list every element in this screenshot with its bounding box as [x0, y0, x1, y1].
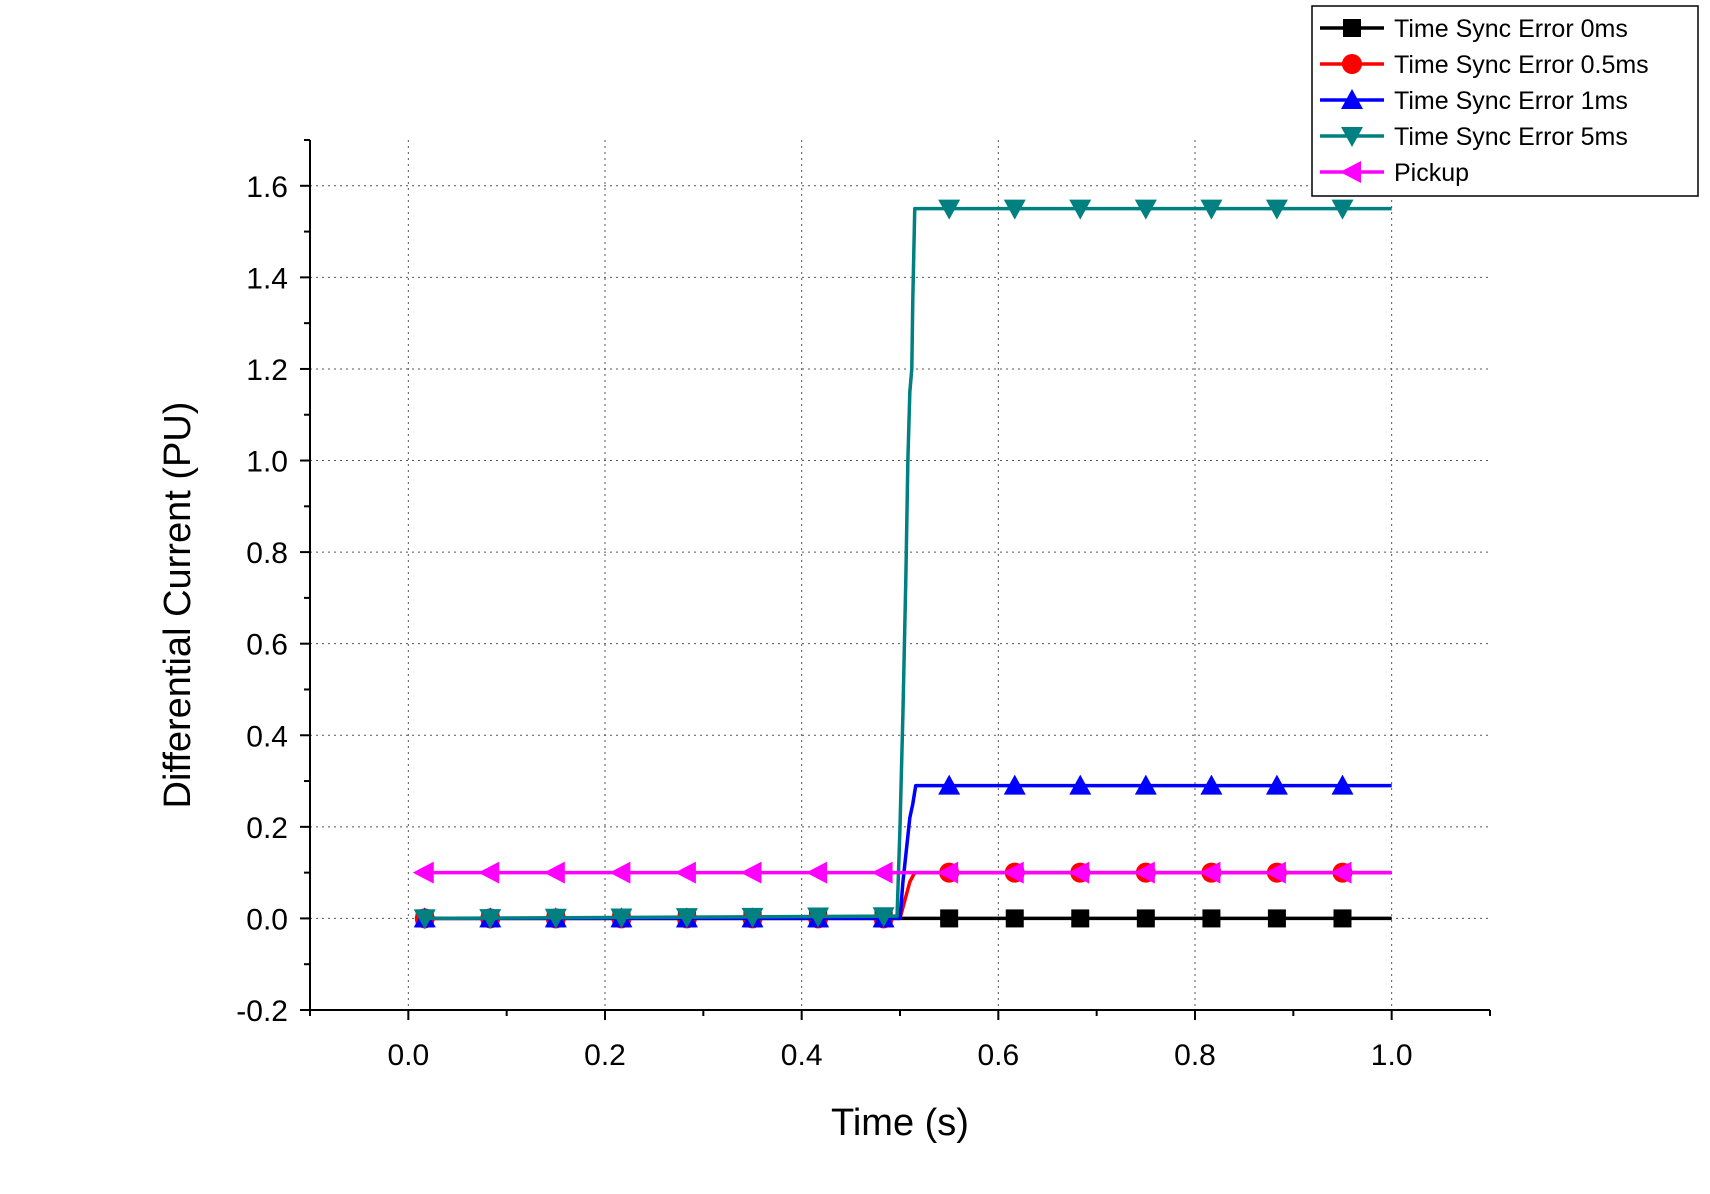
x-tick-label: 0.2	[584, 1039, 626, 1072]
series-line	[424, 206, 1392, 921]
data-point	[1071, 909, 1090, 928]
y-tick-label: 1.4	[246, 262, 288, 295]
series-time-sync-error-1ms	[413, 774, 1392, 928]
y-tick-label: -0.2	[236, 995, 288, 1028]
legend-label: Time Sync Error 1ms	[1394, 87, 1628, 115]
data-point	[413, 909, 436, 930]
data-point	[674, 861, 696, 884]
data-point	[610, 908, 633, 929]
y-tick-label: 0.6	[246, 629, 288, 662]
legend-marker	[1343, 19, 1361, 37]
data-point	[1134, 774, 1157, 795]
legend-marker	[1342, 54, 1362, 74]
legend: Time Sync Error 0ms Time Sync Error 0.5ms…	[1311, 5, 1699, 197]
data-point	[938, 774, 961, 795]
data-point	[479, 909, 502, 930]
data-point	[1134, 199, 1157, 220]
data-point	[937, 861, 959, 884]
data-point	[740, 861, 762, 884]
data-point	[1133, 861, 1155, 884]
data-point	[1202, 909, 1221, 928]
x-tick-label: 0.8	[1174, 1039, 1216, 1072]
x-tick-label: 0.4	[781, 1039, 823, 1072]
y-tick-label: 1.2	[246, 354, 288, 387]
data-point	[1136, 909, 1155, 928]
data-point	[1331, 774, 1354, 795]
y-tick-label: 0.2	[246, 812, 288, 845]
axes: -0.2 0.0 0.2 0.4 0.6 0.8 1.0 1.2 1.4 1.6 0.0 0.2 0.4…	[236, 139, 1491, 1072]
data-point	[1200, 199, 1223, 220]
y-tick-label: 1.0	[246, 446, 288, 479]
legend-item: Pickup	[1320, 159, 1469, 187]
y-tick-label: 0.0	[246, 903, 288, 936]
legend-item: Time Sync Error 0.5ms	[1320, 51, 1649, 79]
data-point	[1068, 861, 1090, 884]
plot-area	[412, 199, 1392, 930]
y-axis-title: Differential Current (PU)	[157, 402, 199, 809]
y-tick-label: 1.6	[246, 171, 288, 204]
data-point	[1333, 909, 1352, 928]
data-point	[1003, 774, 1026, 795]
legend-item: Time Sync Error 0ms	[1320, 15, 1628, 43]
data-point	[1267, 909, 1286, 928]
data-point	[609, 861, 631, 884]
data-point	[1069, 199, 1092, 220]
legend-label: Time Sync Error 5ms	[1394, 123, 1628, 151]
data-point	[1264, 861, 1286, 884]
legend-label: Pickup	[1394, 159, 1469, 187]
data-point	[1265, 774, 1288, 795]
data-point	[806, 861, 828, 884]
data-point	[1002, 861, 1024, 884]
x-tick-label: 1.0	[1371, 1039, 1413, 1072]
data-point	[872, 907, 895, 928]
legend-marker	[1341, 127, 1363, 147]
data-point	[871, 861, 893, 884]
data-point	[1331, 199, 1354, 220]
series-time-sync-error-5ms	[413, 199, 1392, 930]
data-point	[1199, 861, 1221, 884]
series-line	[424, 783, 1392, 921]
y-tick-label: 0.8	[246, 537, 288, 570]
data-point	[544, 908, 567, 929]
x-tick-label: 0.6	[977, 1039, 1019, 1072]
legend-marker	[1341, 89, 1363, 109]
legend-box	[1311, 5, 1699, 197]
data-point	[741, 907, 764, 928]
data-point	[412, 861, 434, 884]
data-point	[543, 861, 565, 884]
data-point	[1005, 909, 1024, 928]
legend-label: Time Sync Error 0ms	[1394, 15, 1628, 43]
legend-label: Time Sync Error 0.5ms	[1394, 51, 1649, 79]
legend-item: Time Sync Error 1ms	[1320, 87, 1628, 115]
data-point	[478, 861, 500, 884]
data-point	[1069, 774, 1092, 795]
data-point	[940, 909, 959, 928]
data-point	[1330, 861, 1352, 884]
series-pickup	[412, 861, 1392, 884]
x-axis-title: Time (s)	[831, 1102, 969, 1144]
data-point	[1200, 774, 1223, 795]
x-tick-label: 0.0	[387, 1039, 429, 1072]
data-point	[1265, 199, 1288, 220]
y-tick-label: 0.4	[246, 720, 288, 753]
legend-marker	[1340, 161, 1361, 183]
data-point	[675, 908, 698, 929]
data-point	[807, 907, 830, 928]
series-line	[424, 870, 1392, 921]
data-point	[1003, 199, 1026, 220]
legend-item: Time Sync Error 5ms	[1320, 123, 1628, 151]
data-point	[938, 199, 961, 220]
